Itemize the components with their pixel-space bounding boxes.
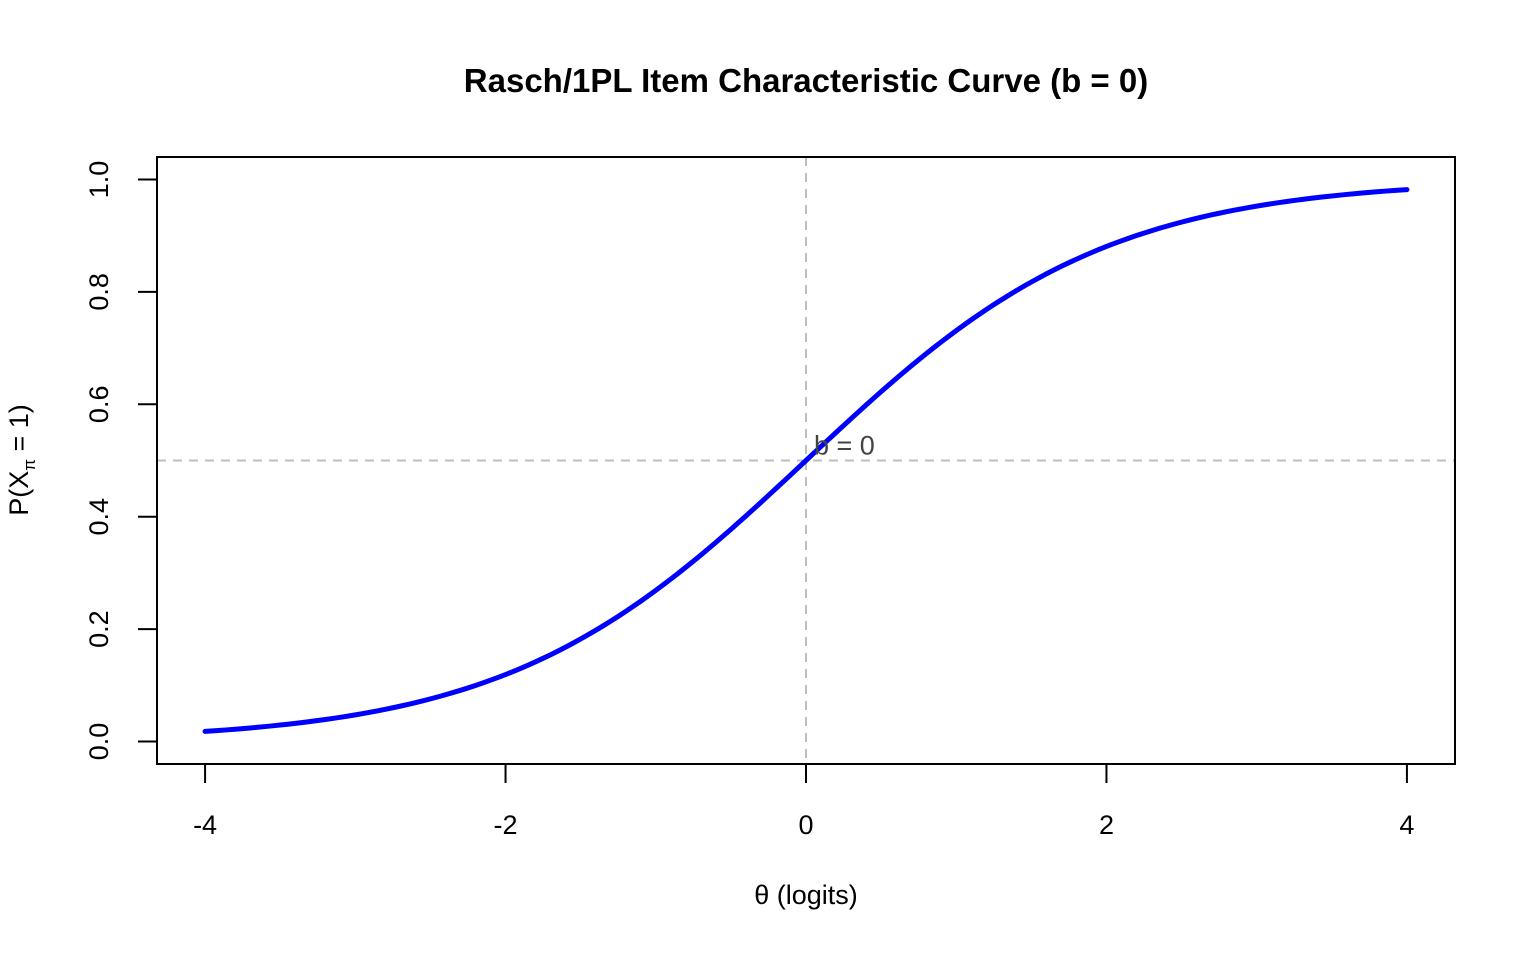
y-tick-label: 0.8 <box>84 273 114 311</box>
y-tick-label: 0.4 <box>84 498 114 536</box>
x-axis: -4 -2 0 2 4 <box>193 763 1414 840</box>
y-tick-label: 1.0 <box>84 161 114 199</box>
difficulty-annotation: b = 0 <box>814 431 875 461</box>
y-axis-title-suffix: = 1) <box>4 404 34 459</box>
y-axis-title: P(Xπ = 1) <box>4 404 39 516</box>
x-tick-label: -4 <box>193 810 217 840</box>
x-tick-label: 0 <box>798 810 813 840</box>
y-axis: 0.0 0.2 0.4 0.6 0.8 1.0 <box>84 161 158 761</box>
y-tick-label: 0.6 <box>84 386 114 424</box>
chart-title: Rasch/1PL Item Characteristic Curve (b =… <box>464 62 1148 99</box>
y-axis-title-subscript: π <box>20 459 39 471</box>
x-tick-label: 4 <box>1399 810 1414 840</box>
icc-series-line <box>202 187 1410 734</box>
y-axis-title-prefix: P(X <box>4 471 34 516</box>
x-tick-label: 2 <box>1099 810 1114 840</box>
y-tick-label: 0.2 <box>84 610 114 648</box>
y-tick-label: 0.0 <box>84 723 114 761</box>
x-tick-label: -2 <box>494 810 518 840</box>
x-axis-title: θ (logits) <box>754 880 858 910</box>
